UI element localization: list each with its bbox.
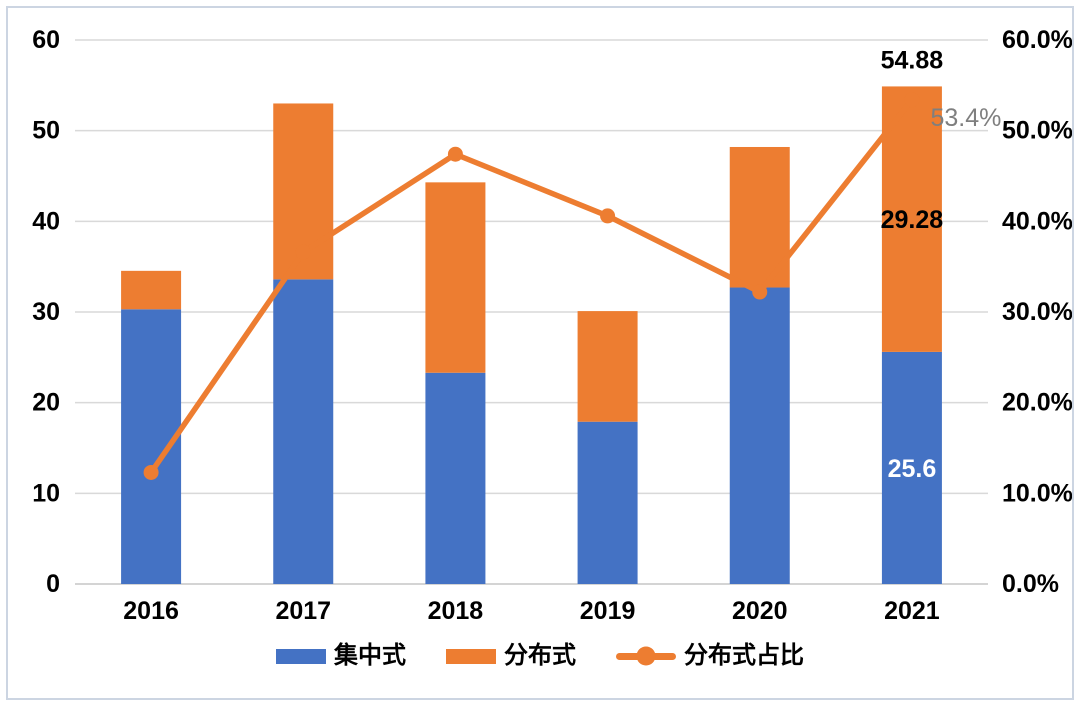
bar-segment-distributed xyxy=(425,182,486,373)
x-axis-category-label: 2021 xyxy=(884,597,940,625)
legend-item-centralized: 集中式 xyxy=(276,644,406,668)
x-axis-category-label: 2019 xyxy=(580,597,636,625)
bar-segment-distributed xyxy=(881,86,942,352)
ratio-line xyxy=(148,97,915,476)
left-axis-tick-label: 40 xyxy=(32,207,60,235)
right-axis-tick-label: 0.0% xyxy=(1002,570,1059,598)
chart-legend: 集中式 分布式 分布式占比 xyxy=(0,644,1080,668)
legend-swatch-ratio-marker-icon xyxy=(636,646,656,666)
legend-label-centralized: 集中式 xyxy=(334,642,406,669)
ratio-line-marker xyxy=(143,464,159,480)
bar-segment-distributed xyxy=(121,270,182,310)
ratio-line-marker xyxy=(600,208,616,224)
left-axis-tick-label: 30 xyxy=(32,298,60,326)
left-axis-tick-label: 60 xyxy=(32,26,60,54)
right-axis-tick-label: 20.0% xyxy=(1002,389,1073,417)
legend-label-distributed: 分布式 xyxy=(504,642,576,669)
x-axis-category-label: 2020 xyxy=(732,597,788,625)
bar-segment-centralized xyxy=(577,421,638,584)
left-axis-tick-label: 0 xyxy=(46,570,60,598)
bar-segment-centralized xyxy=(273,279,334,584)
bar-segment-centralized xyxy=(881,351,942,584)
left-axis-tick-label: 20 xyxy=(32,389,60,417)
ratio-line-marker xyxy=(447,146,463,162)
data-label: 53.4% xyxy=(930,104,1001,132)
data-label: 29.28 xyxy=(881,206,944,234)
bar-segment-centralized xyxy=(425,372,486,584)
right-axis-tick-label: 50.0% xyxy=(1002,117,1073,145)
legend-swatch-ratio-line-icon xyxy=(616,646,676,666)
ratio-line-marker xyxy=(295,244,311,260)
x-axis-category-label: 2018 xyxy=(428,597,484,625)
ratio-line-marker xyxy=(904,92,920,108)
x-axis-category-label: 2017 xyxy=(275,597,331,625)
legend-item-distributed-ratio: 分布式占比 xyxy=(616,644,804,668)
right-axis-tick-label: 40.0% xyxy=(1002,207,1073,235)
left-axis-tick-label: 50 xyxy=(32,117,60,145)
legend-swatch-distributed-bar-icon xyxy=(446,648,496,664)
legend-swatch-centralized-bar-icon xyxy=(276,648,326,664)
bar-segment-distributed xyxy=(577,311,638,422)
data-label: 54.88 xyxy=(881,46,944,74)
right-axis-tick-label: 10.0% xyxy=(1002,479,1073,507)
left-axis-tick-label: 10 xyxy=(32,479,60,507)
x-axis-category-label: 2016 xyxy=(123,597,179,625)
right-axis-tick-label: 60.0% xyxy=(1002,26,1073,54)
legend-label-distributed-ratio: 分布式占比 xyxy=(684,642,804,669)
right-axis-tick-label: 30.0% xyxy=(1002,298,1073,326)
legend-item-distributed: 分布式 xyxy=(446,644,576,668)
bar-segment-centralized xyxy=(729,287,790,584)
data-label: 25.6 xyxy=(888,455,937,483)
ratio-line-marker xyxy=(752,284,768,300)
